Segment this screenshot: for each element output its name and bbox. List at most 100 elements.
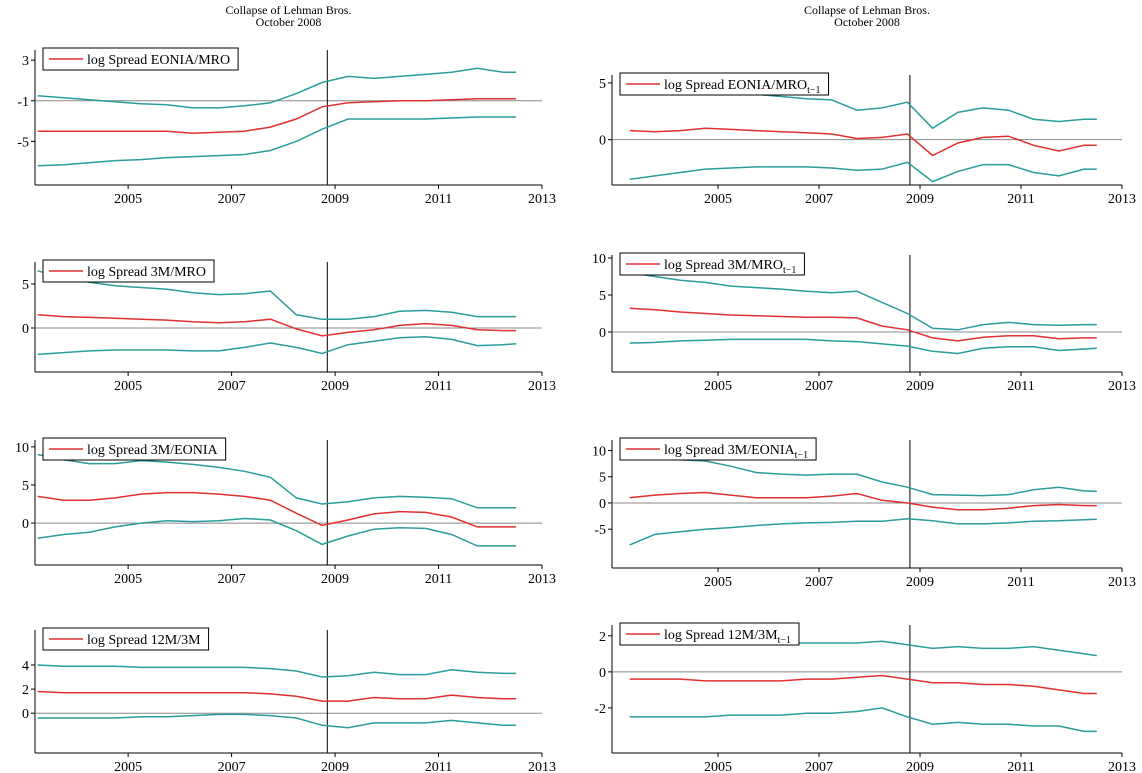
x-tick-label: 2005 [704, 760, 732, 773]
series-line [37, 713, 517, 729]
x-tick-label: 2007 [218, 760, 246, 773]
series-line [629, 338, 1097, 355]
legend-name: log Spread 3M/EONIA [87, 443, 219, 458]
x-tick-label: 2007 [218, 379, 246, 394]
series-line [629, 517, 1097, 546]
x-tick-label: 2005 [114, 192, 142, 207]
legend-subscript: t−1 [778, 635, 791, 646]
series-line [37, 97, 517, 134]
y-tick-label: -1 [17, 95, 29, 110]
x-tick-label: 2005 [114, 760, 142, 773]
legend-label: log Spread EONIA/MROt−1 [664, 78, 821, 96]
legend-box [619, 72, 830, 96]
legend-name: log Spread 3M/MRO [87, 265, 206, 280]
x-tick-label: 2013 [1108, 192, 1136, 207]
x-tick-label: 2007 [218, 572, 246, 587]
legend-name: log Spread EONIA/MRO [87, 53, 230, 68]
legend-box [619, 252, 805, 276]
series-line [37, 336, 517, 356]
x-tick-label: 2013 [1108, 760, 1136, 773]
x-tick-label: 2011 [1007, 379, 1034, 394]
series-line [37, 270, 517, 320]
x-tick-label: 2009 [906, 760, 934, 773]
legend-label: log Spread 3M/MROt−1 [664, 258, 796, 276]
series-line [629, 674, 1097, 695]
series-line [37, 116, 517, 167]
y-tick-label: 0 [599, 666, 606, 681]
legend-subscript: t−1 [807, 85, 820, 96]
x-tick-label: 2009 [321, 572, 349, 587]
legend-box [42, 627, 210, 651]
legend-box [619, 437, 817, 461]
legend-name: log Spread 3M/MRO [664, 258, 783, 273]
x-tick-label: 2011 [1007, 760, 1034, 773]
x-tick-label: 2011 [425, 572, 452, 587]
y-tick-label: 5 [22, 278, 29, 293]
x-tick-label: 2009 [321, 379, 349, 394]
x-tick-label: 2013 [1108, 379, 1136, 394]
legend-box [42, 47, 239, 71]
x-tick-label: 2007 [805, 379, 833, 394]
y-tick-label: 5 [22, 479, 29, 494]
y-tick-label: 4 [22, 659, 29, 674]
x-tick-label: 2009 [321, 192, 349, 207]
x-tick-label: 2011 [1007, 575, 1034, 590]
x-tick-label: 2011 [425, 192, 452, 207]
y-tick-label: -2 [594, 702, 606, 717]
legend-name: log Spread EONIA/MRO [664, 78, 807, 93]
x-tick-label: 2011 [1007, 192, 1034, 207]
x-tick-label: 2007 [805, 192, 833, 207]
x-tick-label: 2013 [528, 572, 556, 587]
series-line [37, 517, 517, 547]
x-tick-label: 2013 [528, 192, 556, 207]
legend-label: log Spread 3M/MRO [87, 265, 206, 280]
series-line [629, 127, 1097, 157]
series-line [37, 491, 517, 528]
legend-label: log Spread 12M/3Mt−1 [664, 628, 791, 646]
legend-subscript: t−1 [783, 265, 796, 276]
legend-label: log Spread EONIA/MRO [87, 53, 230, 68]
y-tick-label: -5 [17, 135, 29, 150]
chart-subtitle: October 2008 [256, 15, 322, 29]
x-tick-label: 2011 [425, 760, 452, 773]
x-tick-label: 2007 [805, 575, 833, 590]
y-tick-label: 10 [592, 252, 606, 267]
x-tick-label: 2005 [704, 192, 732, 207]
y-tick-label: -5 [594, 523, 606, 538]
y-tick-label: 10 [592, 444, 606, 459]
x-tick-label: 2005 [114, 572, 142, 587]
series-line [37, 314, 517, 337]
chart-title: Collapse of Lehman Bros. [804, 3, 930, 17]
x-tick-label: 2009 [906, 575, 934, 590]
legend-label: log Spread 3M/EONIA [87, 443, 219, 458]
legend-box [42, 437, 227, 461]
legend-label: log Spread 3M/EONIAt−1 [664, 443, 808, 461]
legend-name: log Spread 12M/3M [87, 633, 201, 648]
y-tick-label: 10 [15, 441, 29, 456]
series-line [629, 707, 1097, 733]
y-tick-label: 5 [599, 77, 606, 92]
x-tick-label: 2007 [218, 192, 246, 207]
x-tick-label: 2009 [906, 192, 934, 207]
legend-label: log Spread 12M/3M [87, 633, 201, 648]
x-tick-label: 2007 [805, 760, 833, 773]
x-tick-label: 2005 [704, 575, 732, 590]
y-tick-label: 0 [22, 517, 29, 532]
x-tick-label: 2013 [528, 760, 556, 773]
series-line [37, 453, 517, 509]
x-tick-label: 2005 [704, 379, 732, 394]
legend-subscript: t−1 [795, 450, 808, 461]
y-tick-label: 2 [22, 683, 29, 698]
y-tick-label: 0 [599, 134, 606, 149]
chart-title: Collapse of Lehman Bros. [226, 3, 352, 17]
x-tick-label: 2011 [425, 379, 452, 394]
series-line [629, 491, 1097, 511]
x-tick-label: 2005 [114, 379, 142, 394]
series-line [629, 307, 1097, 342]
y-tick-label: 5 [599, 289, 606, 304]
series-line [629, 272, 1097, 331]
x-tick-label: 2013 [528, 379, 556, 394]
series-line [37, 690, 517, 702]
legend-box [42, 259, 215, 283]
